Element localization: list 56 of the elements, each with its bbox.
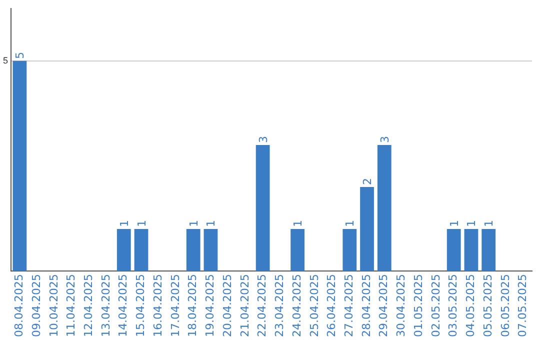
x-tick-label: 30.04.2025 bbox=[394, 274, 408, 338]
bar bbox=[377, 144, 392, 272]
bar bbox=[464, 229, 478, 272]
x-tick-label: 06.05.2025 bbox=[498, 274, 512, 338]
data-label: 1 bbox=[344, 220, 357, 227]
x-tick-label: 14.04.2025 bbox=[116, 274, 130, 338]
x-tick-label: 23.04.2025 bbox=[273, 274, 286, 338]
bar bbox=[482, 229, 496, 272]
x-tick-label: 29.04.2025 bbox=[377, 274, 390, 338]
data-label: 1 bbox=[187, 220, 200, 227]
x-tick-label: 08.04.2025 bbox=[12, 274, 26, 338]
x-tick-label: 27.04.2025 bbox=[342, 274, 356, 338]
x-tick-label: 04.05.2025 bbox=[464, 274, 478, 338]
bar bbox=[12, 60, 27, 272]
data-label: 1 bbox=[118, 220, 131, 227]
x-tick-label: 03.05.2025 bbox=[446, 274, 460, 338]
x-tick-label: 01.05.2025 bbox=[412, 274, 425, 338]
bar bbox=[446, 229, 461, 272]
x-tick-label: 22.04.2025 bbox=[256, 274, 269, 338]
data-label: 1 bbox=[448, 220, 461, 227]
x-tick-label: 20.04.2025 bbox=[220, 274, 234, 338]
data-label: 1 bbox=[135, 220, 148, 227]
x-tick-label: 21.04.2025 bbox=[238, 274, 252, 338]
x-tick-label: 12.04.2025 bbox=[82, 274, 96, 338]
x-tick-label: 07.05.2025 bbox=[516, 274, 530, 338]
data-label: 5 bbox=[2, 55, 8, 66]
x-tick-label: 24.04.2025 bbox=[290, 274, 304, 338]
x-tick-label: 26.04.2025 bbox=[325, 274, 338, 338]
data-label: 3 bbox=[378, 136, 392, 143]
x-tick-label: 05.05.2025 bbox=[481, 274, 494, 338]
data-label: 2 bbox=[361, 178, 374, 185]
data-label: 3 bbox=[256, 136, 270, 143]
x-tick-label: 15.04.2025 bbox=[134, 274, 148, 338]
bar bbox=[186, 229, 200, 272]
x-tick-label: 17.04.2025 bbox=[168, 274, 182, 338]
x-tick-label: 25.04.2025 bbox=[308, 274, 321, 338]
bar bbox=[204, 229, 218, 272]
x-tick-label: 11.04.2025 bbox=[64, 274, 78, 338]
data-label: 1 bbox=[482, 220, 496, 227]
bar bbox=[116, 229, 131, 272]
x-tick-label: 10.04.2025 bbox=[47, 274, 60, 338]
data-label: 1 bbox=[465, 220, 478, 227]
bar bbox=[342, 229, 357, 272]
data-label: 1 bbox=[292, 220, 305, 227]
x-tick-label: 28.04.2025 bbox=[360, 274, 373, 338]
bar bbox=[360, 186, 374, 272]
data-label: 1 bbox=[204, 220, 218, 227]
x-tick-label: 19.04.2025 bbox=[204, 274, 217, 338]
x-tick-label: 09.04.2025 bbox=[30, 274, 43, 338]
bar bbox=[290, 229, 304, 272]
x-tick-label: 02.05.2025 bbox=[429, 274, 442, 338]
x-tick-label: 18.04.2025 bbox=[186, 274, 200, 338]
bar bbox=[256, 144, 270, 272]
x-tick-label: 13.04.2025 bbox=[99, 274, 112, 338]
x-tick-label: 16.04.2025 bbox=[151, 274, 164, 338]
bar bbox=[134, 229, 148, 272]
